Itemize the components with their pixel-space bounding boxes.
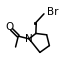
Text: Br: Br xyxy=(47,7,58,17)
Text: O: O xyxy=(5,22,14,32)
Text: N: N xyxy=(25,34,33,43)
